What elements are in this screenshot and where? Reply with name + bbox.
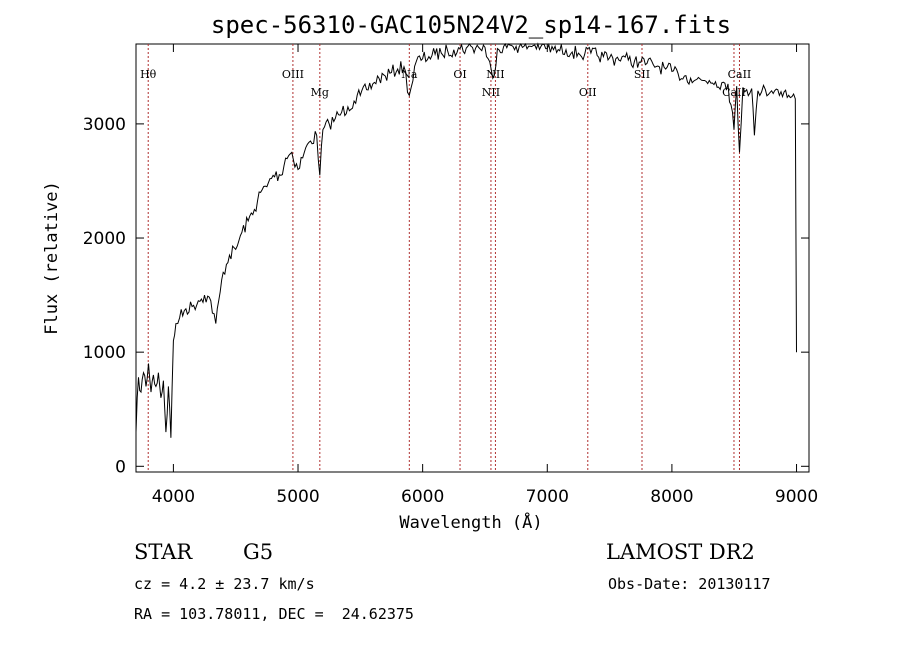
x-tick-label: 4000: [152, 487, 195, 507]
line-marker-label: SII: [634, 68, 650, 81]
object-subclass: G5: [243, 540, 274, 564]
y-axis-label: Flux (relative): [42, 181, 62, 335]
x-axis-label: Wavelength (Å): [399, 511, 542, 533]
line-marker-label: NII: [482, 86, 500, 99]
y-tick-label: 3000: [83, 115, 126, 135]
line-marker-label: Hθ: [140, 68, 157, 81]
x-tick-label: 5000: [276, 487, 319, 507]
y-tick-label: 2000: [83, 229, 126, 249]
line-marker-label: CaII: [728, 68, 752, 81]
line-marker-label: Mg: [311, 86, 329, 99]
y-tick-label: 1000: [83, 343, 126, 363]
line-marker-label: OI: [453, 68, 466, 81]
x-tick-label: 9000: [775, 487, 818, 507]
redshift-velocity: cz = 4.2 ± 23.7 km/s: [134, 575, 315, 593]
line-marker-label: OII: [579, 86, 597, 99]
ra-dec-coordinates: RA = 103.78011, DEC = 24.62375: [134, 605, 414, 623]
survey-name: LAMOST DR2: [606, 540, 755, 564]
x-tick-label: 7000: [526, 487, 569, 507]
chart-title: spec-56310-GAC105N24V2_sp14-167.fits: [211, 11, 731, 39]
object-class: STAR: [134, 540, 193, 564]
x-tick-label: 6000: [401, 487, 444, 507]
x-tick-label: 8000: [650, 487, 693, 507]
line-marker-label: OIII: [282, 68, 304, 81]
observation-date: Obs-Date: 20130117: [608, 575, 771, 593]
axis-ticks: 4000 5000 6000 7000 8000 9000 0 1000 2000 3000: [83, 44, 818, 507]
spectrum-line: [135, 42, 797, 438]
line-marker-label: Na: [401, 68, 418, 81]
y-tick-label: 0: [115, 457, 126, 477]
spectrum-series: [135, 42, 797, 438]
line-marker-label: NII: [486, 68, 504, 81]
plot-frame: [135, 43, 810, 473]
